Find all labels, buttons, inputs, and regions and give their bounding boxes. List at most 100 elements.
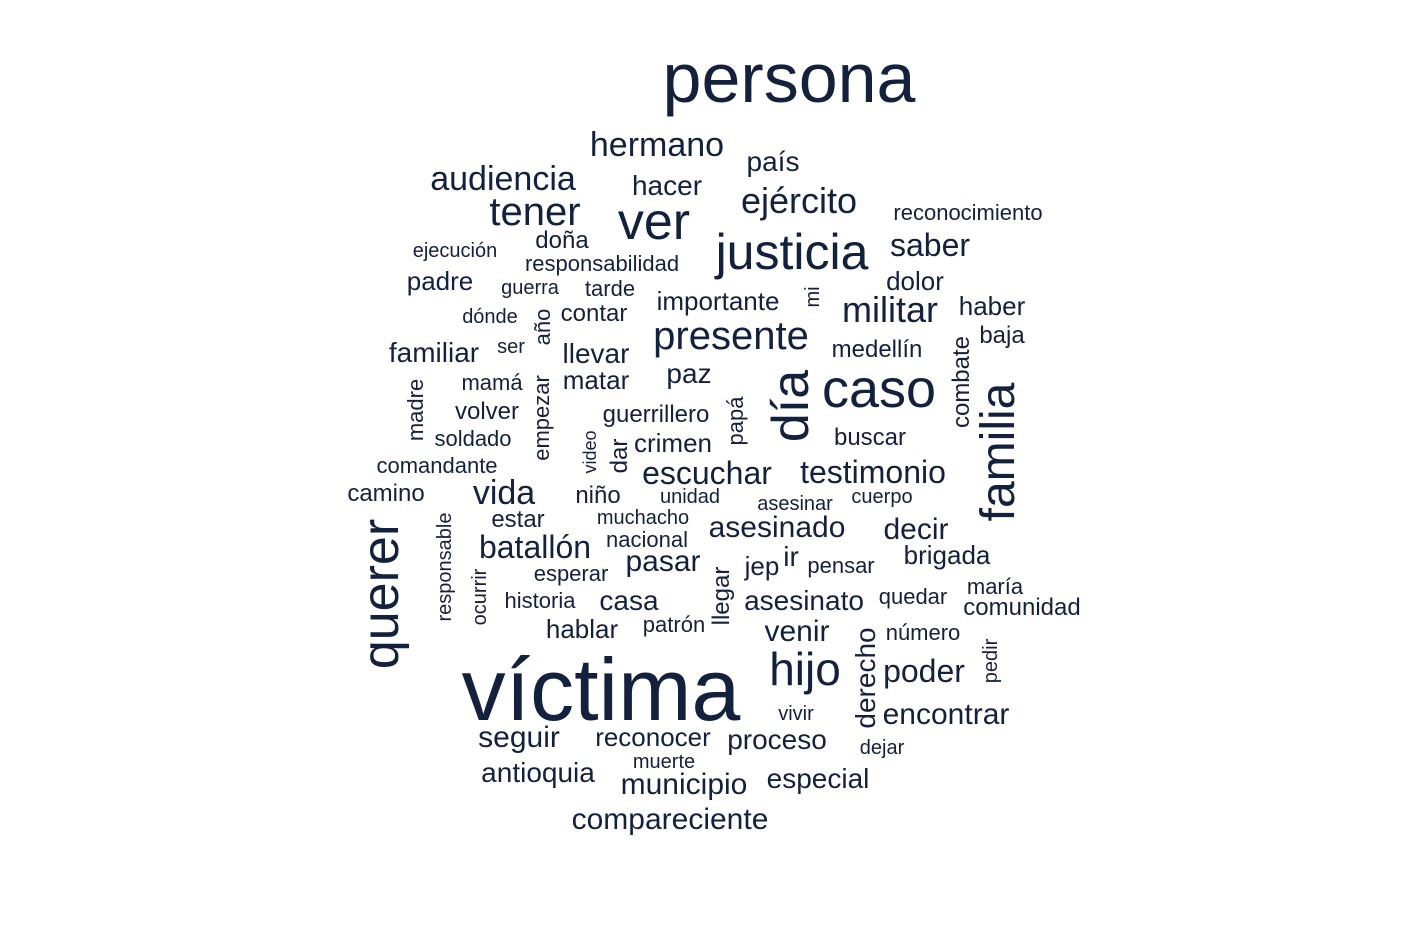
word-ano: año (530, 308, 555, 346)
word-antioquia: antioquia (481, 757, 595, 788)
word-donde: dónde (462, 306, 518, 328)
word-tener: tener (489, 190, 581, 234)
word-municipio: municipio (620, 768, 748, 801)
word-muchacho: muchacho (596, 507, 690, 529)
word-seguir: seguir (478, 721, 560, 754)
word-buscar: buscar (833, 424, 907, 451)
word-combate: combate (948, 335, 975, 429)
word-encontrar: encontrar (882, 698, 1010, 731)
word-crimen: crimen (633, 428, 713, 458)
word-derecho: derecho (850, 627, 881, 729)
word-especial: especial (766, 763, 870, 794)
word-nino: niño (575, 482, 621, 509)
word-ir: ir (783, 541, 799, 572)
word-casa: casa (599, 585, 659, 616)
word-escuchar: escuchar (642, 455, 772, 491)
word-decir: decir (883, 513, 949, 546)
word-querer: querer (352, 518, 410, 670)
word-cuerpo: cuerpo (851, 486, 913, 508)
word-pedir: pedir (980, 638, 1002, 684)
word-familia: familia (972, 382, 1025, 522)
word-hablar: hablar (545, 614, 619, 644)
word-guerra: guerra (501, 277, 559, 299)
word-video: video (580, 430, 600, 474)
word-muerte: muerte (632, 751, 696, 773)
word-mi: mi (802, 286, 824, 308)
word-justicia: justicia (715, 224, 869, 280)
word-camino: camino (347, 480, 425, 507)
word-haber: haber (958, 291, 1026, 321)
word-testimonio: testimonio (800, 454, 946, 490)
word-contar: contar (560, 300, 628, 327)
word-soldado: soldado (434, 426, 512, 451)
word-tarde: tarde (584, 276, 636, 301)
word-pensar: pensar (807, 553, 875, 578)
word-batallon: batallón (478, 529, 592, 565)
word-papa: papá (723, 396, 748, 446)
word-reconocimiento: reconocimiento (893, 200, 1043, 225)
word-vida: vida (472, 474, 536, 512)
word-familiar: familiar (388, 337, 480, 368)
word-llegar: llegar (708, 566, 735, 626)
word-empezar: empezar (529, 375, 554, 461)
word-mama: mamá (461, 370, 523, 395)
word-victima: víctima (461, 640, 741, 739)
word-guerrillero: guerrillero (602, 401, 710, 428)
word-paz: paz (666, 358, 712, 389)
word-dia: día (762, 369, 820, 443)
word-esperar: esperar (533, 561, 609, 586)
word-hermano: hermano (589, 126, 725, 164)
word-poder: poder (883, 653, 965, 689)
word-ver: ver (617, 193, 691, 251)
word-baja: baja (979, 322, 1025, 349)
word-jep: jep (744, 551, 780, 581)
word-historia: historia (504, 588, 576, 613)
word-venir: venir (764, 615, 830, 648)
word-responsable: responsable (434, 512, 456, 622)
word-unidad: unidad (659, 486, 721, 508)
word-matar: matar (562, 365, 630, 395)
word-persona: persona (662, 39, 916, 117)
word-hacer: hacer (631, 170, 703, 201)
word-estar: estar (491, 506, 545, 533)
word-asesinato: asesinato (744, 585, 864, 616)
word-dejar: dejar (859, 737, 905, 759)
word-medellin: medellín (831, 336, 923, 363)
word-caso: caso (821, 359, 937, 419)
word-llevar: llevar (562, 338, 630, 369)
word-vivir: vivir (778, 703, 814, 725)
word-responsabilidad: responsabilidad (524, 251, 680, 276)
word-ejecucion: ejecución (412, 240, 498, 262)
word-madre: madre (403, 378, 428, 442)
word-dolor: dolor (886, 266, 944, 296)
word-pasar: pasar (625, 545, 701, 578)
word-audiencia: audiencia (430, 160, 576, 198)
word-saber: saber (889, 227, 971, 263)
word-compareciente: compareciente (571, 803, 769, 836)
word-maria: maría (966, 574, 1024, 599)
word-pais: país (746, 146, 800, 177)
word-comandante: comandante (376, 453, 498, 478)
word-dar: dar (606, 438, 633, 474)
word-comunidad: comunidad (963, 594, 1081, 621)
word-quedar: quedar (878, 584, 948, 609)
word-importante: importante (656, 286, 780, 316)
word-hijo: hijo (769, 643, 841, 695)
word-brigada: brigada (903, 540, 991, 570)
word-presente: presente (653, 314, 809, 358)
word-asesinar: asesinar (757, 493, 833, 515)
word-reconocer: reconocer (595, 722, 711, 752)
word-militar: militar (842, 289, 938, 330)
word-nacional: nacional (606, 527, 688, 552)
word-ocurrir: ocurrir (469, 568, 491, 626)
word-asesinado: asesinado (708, 511, 846, 544)
word-padre: padre (406, 266, 474, 296)
word-ejercito: ejército (740, 180, 858, 221)
word-volver: volver (454, 398, 520, 425)
word-numero: número (885, 620, 961, 645)
word-dona: doña (535, 227, 589, 254)
word-ser: ser (497, 336, 525, 358)
word-proceso: proceso (727, 724, 827, 755)
word-patron: patrón (642, 612, 706, 637)
